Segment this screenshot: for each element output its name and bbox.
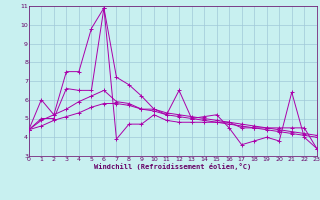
X-axis label: Windchill (Refroidissement éolien,°C): Windchill (Refroidissement éolien,°C) (94, 163, 252, 170)
